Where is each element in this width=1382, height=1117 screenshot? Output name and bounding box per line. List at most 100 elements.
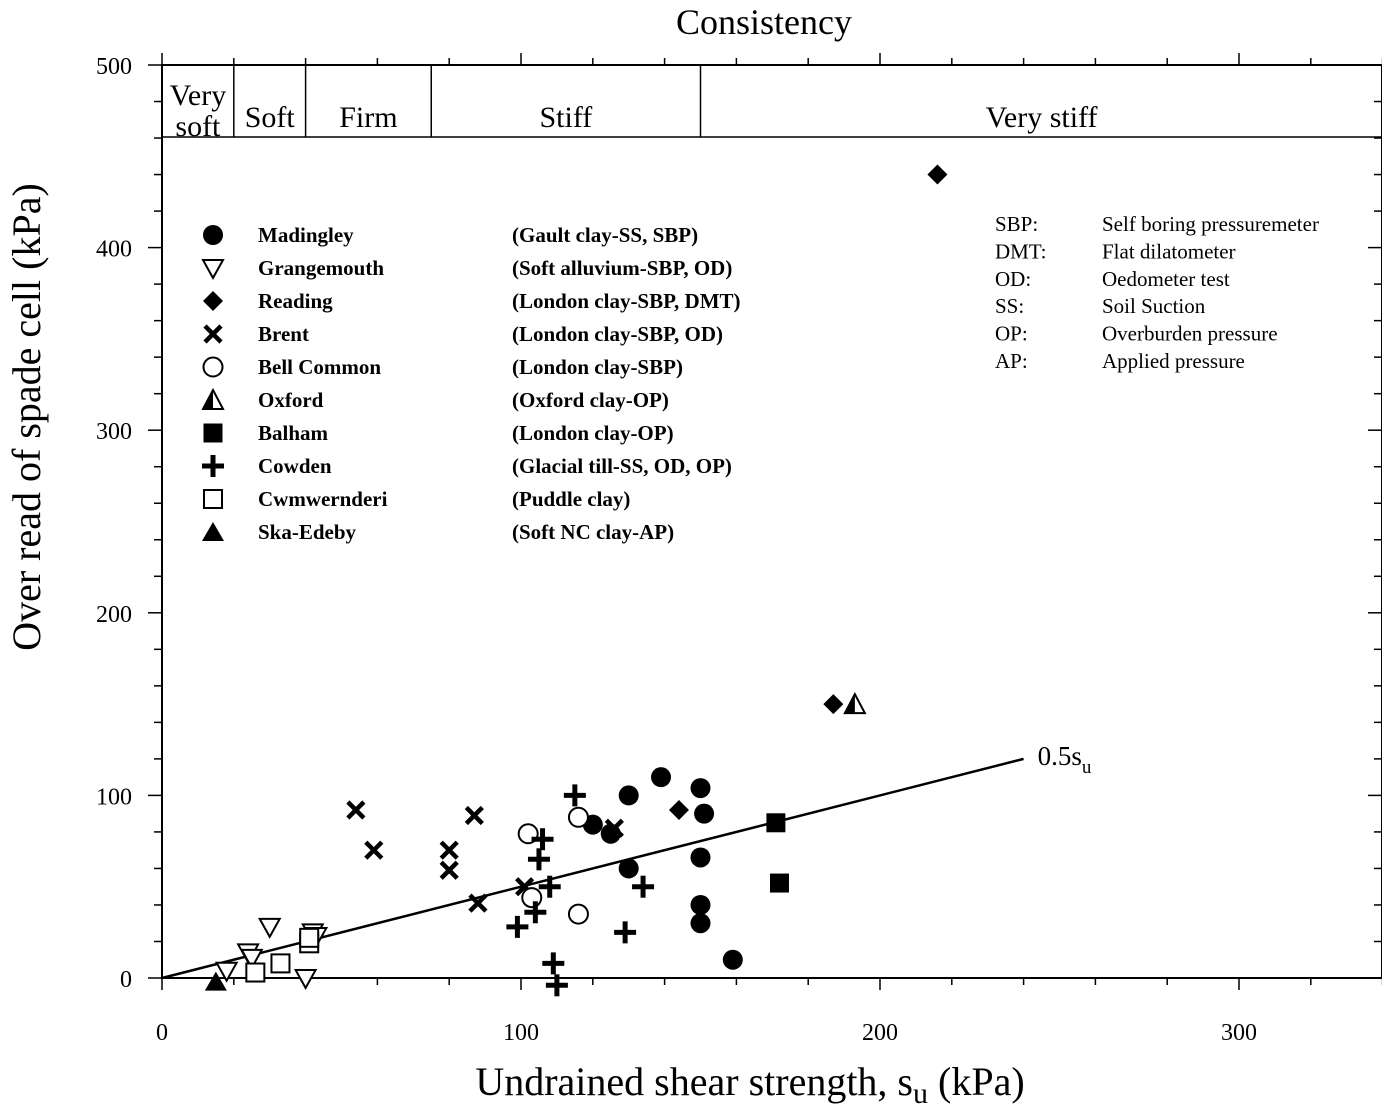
point-brent <box>439 840 459 860</box>
point-brent <box>468 893 488 913</box>
series-oxford <box>843 691 867 715</box>
point-bell-common <box>567 806 589 828</box>
point-reading <box>668 800 689 821</box>
point-madingley <box>722 949 743 970</box>
reference-line-label: 0.5su <box>1038 741 1092 778</box>
legend-description: (London clay-SBP, OD) <box>512 322 723 346</box>
legend-name: Madingley <box>258 223 354 247</box>
zone-label: Firm <box>339 101 397 134</box>
series-brent <box>346 800 624 913</box>
zone-label: Very stiff <box>986 101 1098 134</box>
legend-description: (Glacial till-SS, OD, OP) <box>512 454 732 478</box>
point-madingley <box>690 847 711 868</box>
point-brent <box>604 818 624 838</box>
point-cowden <box>524 901 547 924</box>
x-stroke <box>604 818 624 838</box>
point-reading <box>927 164 948 185</box>
zone-label: Soft <box>245 101 296 134</box>
legend-name: Oxford <box>258 388 324 412</box>
legend-marker-grangemouth <box>201 259 225 281</box>
legend-marker-balham <box>203 423 223 443</box>
zone-label: Very <box>170 79 227 112</box>
series-ska-edeby <box>204 971 227 991</box>
x-stroke <box>514 877 535 897</box>
point-cowden <box>506 915 529 938</box>
x-stroke <box>464 805 484 826</box>
axis-ticks: 0 100 200 300 0 100 200 300 400 500 <box>96 53 1382 1046</box>
legend-name: Balham <box>258 421 329 445</box>
abbreviation-meaning: Soil Suction <box>1102 294 1206 318</box>
triangle-half-fill <box>844 694 855 714</box>
point-cwmwernderi <box>299 927 320 948</box>
series-cwmwernderi <box>245 927 320 983</box>
point-cowden <box>563 784 586 807</box>
x-tick-label: 100 <box>503 1020 539 1046</box>
series-reading <box>668 164 948 821</box>
point-cowden <box>542 952 565 975</box>
legend-marker-brent <box>203 324 223 344</box>
zone-label: Stiff <box>539 101 592 134</box>
x-tick-label: 300 <box>1221 1020 1257 1046</box>
y-tick-label: 500 <box>96 54 132 80</box>
point-brent <box>464 805 484 826</box>
point-cowden <box>538 875 561 898</box>
legend-description: (Gault clay-SS, SBP) <box>512 223 698 247</box>
legend-marker-reading <box>203 291 223 311</box>
point-ska-edeby <box>204 971 227 991</box>
y-tick-label: 300 <box>96 419 132 445</box>
abbreviation: DMT: <box>995 239 1046 263</box>
chart-title: Consistency <box>676 2 852 42</box>
point-brent <box>364 840 384 860</box>
point-balham <box>769 873 789 893</box>
point-cwmwernderi <box>270 953 291 974</box>
point-grangemouth <box>214 961 239 983</box>
legend-marker-cwmwernderi <box>203 489 223 509</box>
x-stroke <box>468 893 488 913</box>
legend-marker-bell-common <box>202 356 224 378</box>
point-cowden <box>632 875 655 898</box>
point-cwmwernderi <box>245 962 266 983</box>
legend-description: (London clay-OP) <box>512 421 674 445</box>
y-tick-label: 400 <box>96 237 132 263</box>
abbreviation-meaning: Overburden pressure <box>1102 322 1278 346</box>
point-bell-common <box>521 887 543 909</box>
abbreviation-meaning: Applied pressure <box>1102 349 1245 373</box>
legend-name: Brent <box>258 322 309 346</box>
x-stroke <box>346 800 366 820</box>
point-grangemouth <box>240 948 264 970</box>
point-oxford <box>843 691 867 715</box>
abbreviation: AP: <box>995 349 1028 373</box>
legend-name: Grangemouth <box>258 256 384 280</box>
abbreviation-meaning: Flat dilatometer <box>1102 239 1236 263</box>
legend-description: (Soft NC clay-AP) <box>512 520 674 544</box>
legend-name: Cowden <box>258 454 332 478</box>
abbreviation: SBP: <box>995 212 1038 236</box>
legend-name: Reading <box>258 289 333 313</box>
x-axis-title: Undrained shear strength, su (kPa) <box>475 1059 1024 1110</box>
legend-name: Cwmwernderi <box>258 487 388 511</box>
legend-marker-ska-edeby <box>202 522 224 541</box>
point-madingley <box>694 803 715 824</box>
y-tick-label: 200 <box>96 602 132 628</box>
legend-description: (Oxford clay-OP) <box>512 388 669 412</box>
y-axis-title: Over read of spade cell (kPa) <box>4 183 49 651</box>
point-madingley <box>618 785 639 806</box>
plot-frame <box>161 64 1382 979</box>
x-tick-label: 200 <box>862 1020 898 1046</box>
y-tick-label: 100 <box>96 784 132 810</box>
x-stroke <box>364 840 384 860</box>
x-stroke <box>439 840 459 860</box>
legend-name: Bell Common <box>258 355 381 379</box>
abbreviation: SS: <box>995 294 1024 318</box>
point-madingley <box>651 767 672 788</box>
legend-marker-madingley <box>203 225 223 245</box>
triangle-half-fill <box>203 390 213 409</box>
point-madingley <box>690 894 711 915</box>
point-grangemouth <box>293 969 318 991</box>
point-madingley <box>690 913 711 934</box>
point-balham <box>766 813 786 833</box>
abbreviation: OP: <box>995 322 1028 346</box>
point-cowden <box>527 848 550 871</box>
y-tick-label: 0 <box>120 967 132 993</box>
